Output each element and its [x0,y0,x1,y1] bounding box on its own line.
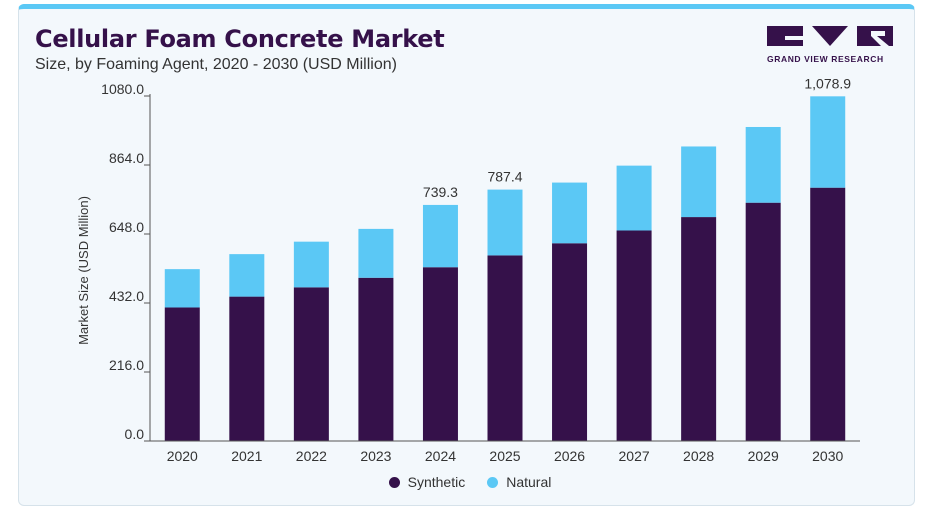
bar-synthetic-2027 [616,230,652,441]
x-tick-label: 2022 [296,448,327,464]
legend-swatch-synthetic [388,476,400,488]
bar-synthetic-2023 [358,277,394,441]
bar-natural-2020 [164,269,200,308]
bar-synthetic-2021 [229,296,265,441]
bar-synthetic-2024 [422,267,458,441]
logo-text: GRAND VIEW RESEARCH [767,54,884,64]
y-tick-label: 216.0 [109,357,144,373]
x-tick-label: 2030 [812,448,843,464]
legend-item-natural: Natural [487,474,551,490]
y-tick-label: 0.0 [125,426,145,442]
y-tick-label: 432.0 [109,288,144,304]
x-tick-label: 2020 [167,448,198,464]
grand-view-research-logo [767,26,893,46]
bar-natural-2021 [229,254,265,297]
bar-synthetic-2029 [745,202,781,441]
bar-synthetic-2026 [552,243,588,441]
bar-natural-2022 [293,241,329,288]
bar-natural-2030 [810,96,846,188]
x-tick-label: 2024 [425,448,456,464]
y-tick-label: 1080.0 [101,81,144,97]
legend-swatch-natural [487,476,499,488]
bar-natural-2023 [358,228,394,278]
bar-natural-2028 [681,146,717,218]
x-tick-label: 2027 [619,448,650,464]
x-tick-label: 2025 [489,448,520,464]
bar-natural-2024 [422,204,458,268]
y-tick-label: 648.0 [109,219,144,235]
bar-natural-2027 [616,165,652,231]
bar-synthetic-2025 [487,255,523,441]
bar-natural-2026 [552,182,588,244]
data-label: 787.4 [487,169,522,185]
bar-synthetic-2030 [810,187,846,441]
chart-subtitle: Size, by Foaming Agent, 2020 - 2030 (USD… [35,56,397,73]
bar-synthetic-2020 [164,307,200,441]
y-axis-label: Market Size (USD Million) [76,196,91,345]
bar-natural-2029 [745,126,781,203]
legend-label-natural: Natural [506,474,552,490]
x-tick-label: 2029 [748,448,779,464]
bar-synthetic-2022 [293,287,329,441]
legend-label-synthetic: Synthetic [407,474,466,490]
legend-item-synthetic: Synthetic [388,474,466,490]
data-label: 739.3 [423,184,458,200]
bar-natural-2025 [487,189,523,256]
x-tick-label: 2021 [231,448,262,464]
x-tick-label: 2028 [683,448,714,464]
chart-title: Cellular Foam Concrete Market [35,25,445,53]
chart-legend: Synthetic Natural [0,474,940,490]
x-tick-label: 2026 [554,448,585,464]
x-tick-label: 2023 [360,448,391,464]
stacked-bar-chart: 0.0 216.0 432.0 648.0 864.0 1080.0 Market Size… [76,75,860,464]
y-tick-label: 864.0 [109,150,144,166]
bar-synthetic-2028 [681,217,717,441]
data-label: 1,078.9 [804,75,851,91]
